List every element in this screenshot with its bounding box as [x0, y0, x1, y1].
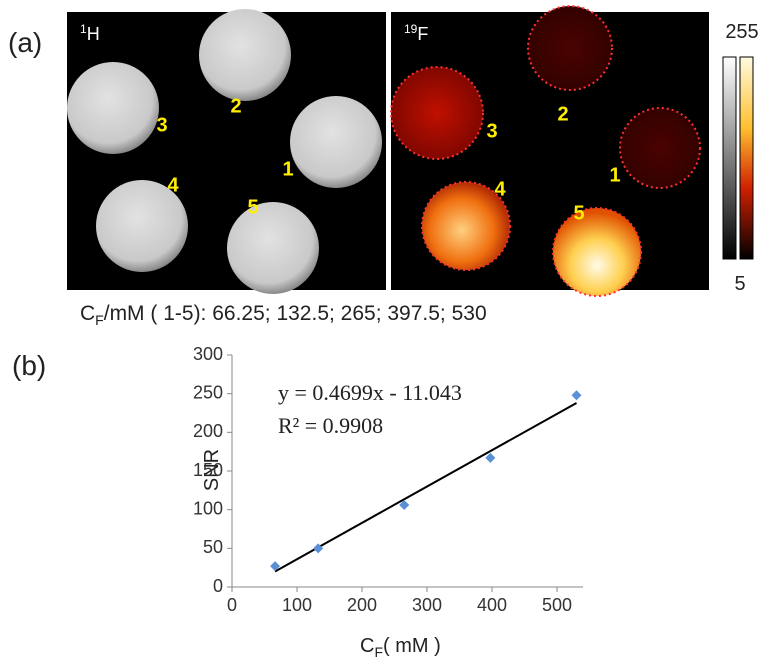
data-point — [485, 453, 495, 463]
trend-r-squared: R² = 0.9908 — [278, 413, 383, 438]
disc-label: 2 — [230, 95, 241, 117]
y-tick-label: 250 — [193, 382, 223, 402]
colorbar-max: 255 — [725, 21, 758, 43]
caption-c: C — [80, 302, 95, 325]
x-label-c: C — [360, 635, 374, 657]
disc-label: 5 — [247, 196, 258, 218]
trend-equation: y = 0.4699x - 11.043 — [278, 380, 462, 405]
disc-label: 2 — [557, 103, 568, 125]
caption-sub: F — [95, 312, 104, 328]
y-tick-label: 0 — [213, 576, 223, 596]
caption: CF/mM ( 1-5): 66.25; 132.5; 265; 397.5; … — [80, 302, 487, 328]
y-tick-label: 100 — [193, 498, 223, 518]
panel-label: (b) — [12, 350, 46, 381]
symbol: H — [87, 24, 100, 44]
panel-b: (b) SNR CF( mM ) y = 0.4699x - 11.043 R²… — [12, 344, 583, 660]
panel-label: (a) — [8, 27, 42, 58]
disc-label: 1 — [282, 158, 293, 180]
symbol: F — [417, 24, 428, 44]
x-tick-label: 100 — [282, 595, 312, 615]
x-label-rest: ( mM ) — [383, 635, 441, 657]
x-tick-label: 400 — [477, 595, 507, 615]
y-tick-label: 150 — [193, 460, 223, 480]
panel-a: (a) 1H 19F 255 5 CF/mM ( 1-5): 66.25; 13… — [8, 6, 759, 328]
y-tick-label: 50 — [203, 537, 223, 557]
mass-number: 19 — [404, 22, 418, 36]
figure: (a) 1H 19F 255 5 CF/mM ( 1-5): 66.25; 13… — [0, 0, 769, 667]
data-point — [572, 390, 582, 400]
disc-label: 1 — [609, 164, 620, 186]
x-tick-label: 0 — [227, 595, 237, 615]
disc-label: 3 — [486, 120, 497, 142]
colorbar-gray — [723, 57, 736, 259]
colorbar-hot — [740, 57, 753, 259]
x-axis-label: CF( mM ) — [360, 635, 441, 660]
colorbar-min: 5 — [734, 273, 745, 295]
caption-rest: /mM ( 1-5): 66.25; 132.5; 265; 397.5; 53… — [104, 302, 487, 325]
x-tick-label: 500 — [542, 595, 572, 615]
disc-label: 5 — [573, 202, 584, 224]
disc-label: 4 — [494, 178, 506, 200]
y-tick-label: 300 — [193, 344, 223, 364]
disc-label: 3 — [156, 114, 167, 136]
x-tick-label: 200 — [347, 595, 377, 615]
x-label-sub: F — [374, 644, 383, 660]
x-tick-label: 300 — [412, 595, 442, 615]
disc-label: 4 — [167, 174, 179, 196]
y-tick-label: 200 — [193, 421, 223, 441]
